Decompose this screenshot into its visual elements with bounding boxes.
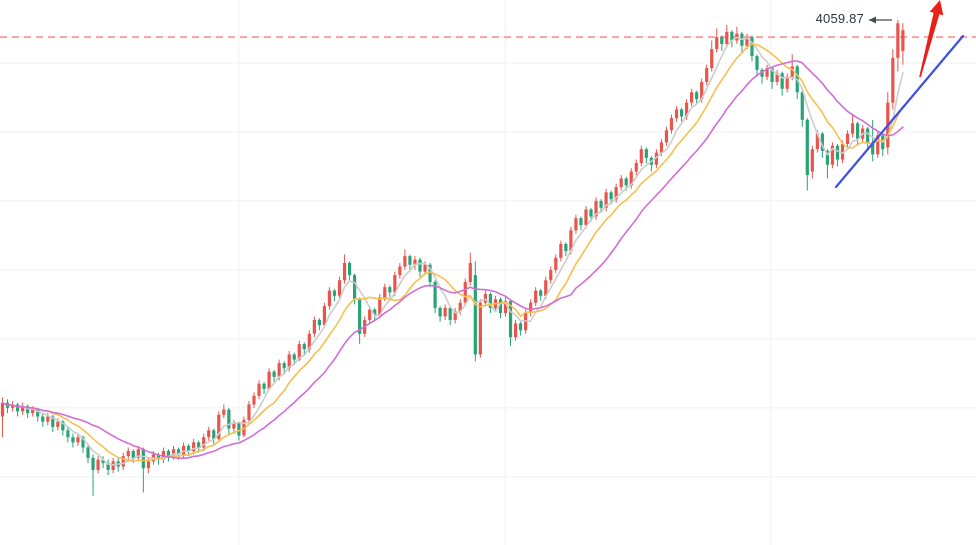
trend-line[interactable] [834,34,965,189]
up-arrow-annotation[interactable] [919,0,944,78]
moving-average-lines [1,36,904,466]
candlesticks [0,20,905,496]
price-callout-leader [869,16,892,24]
high-price-label: 4059.87 [815,11,864,26]
